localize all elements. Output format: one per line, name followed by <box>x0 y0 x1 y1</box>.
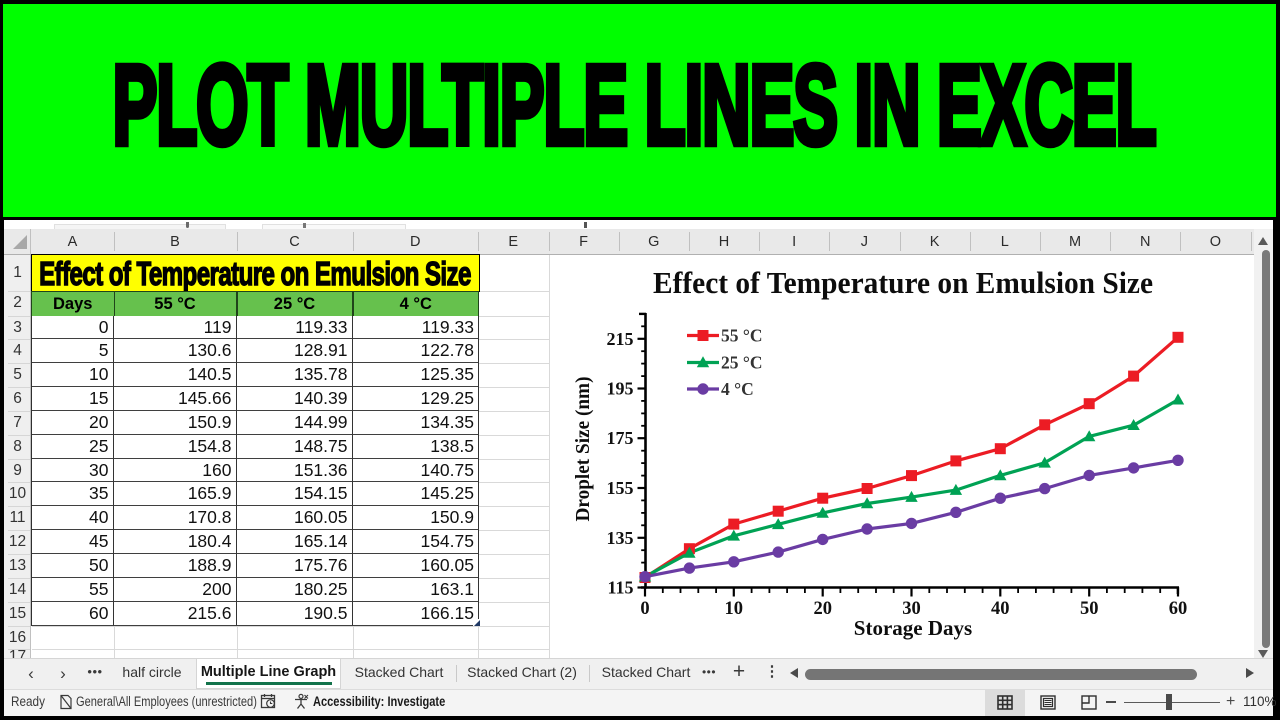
svg-text:Droplet Size (nm): Droplet Size (nm) <box>572 377 594 522</box>
svg-text:20: 20 <box>813 599 832 619</box>
svg-text:40: 40 <box>991 599 1010 619</box>
svg-text:30: 30 <box>902 599 921 619</box>
svg-text:4 °C: 4 °C <box>721 379 754 399</box>
svg-text:135: 135 <box>607 528 634 548</box>
svg-text:Effect of Temperature on Emuls: Effect of Temperature on Emulsion Size <box>653 265 1153 300</box>
svg-text:195: 195 <box>607 379 634 399</box>
svg-text:55 °C: 55 °C <box>721 326 763 346</box>
svg-text:Storage Days: Storage Days <box>854 616 972 640</box>
svg-text:0: 0 <box>640 599 649 619</box>
svg-text:25 °C: 25 °C <box>721 353 763 373</box>
svg-text:215: 215 <box>607 329 634 349</box>
svg-text:155: 155 <box>607 478 634 498</box>
svg-text:115: 115 <box>607 578 633 598</box>
svg-text:175: 175 <box>607 428 634 448</box>
svg-text:10: 10 <box>725 599 744 619</box>
svg-text:50: 50 <box>1080 599 1099 619</box>
svg-text:60: 60 <box>1169 599 1188 619</box>
